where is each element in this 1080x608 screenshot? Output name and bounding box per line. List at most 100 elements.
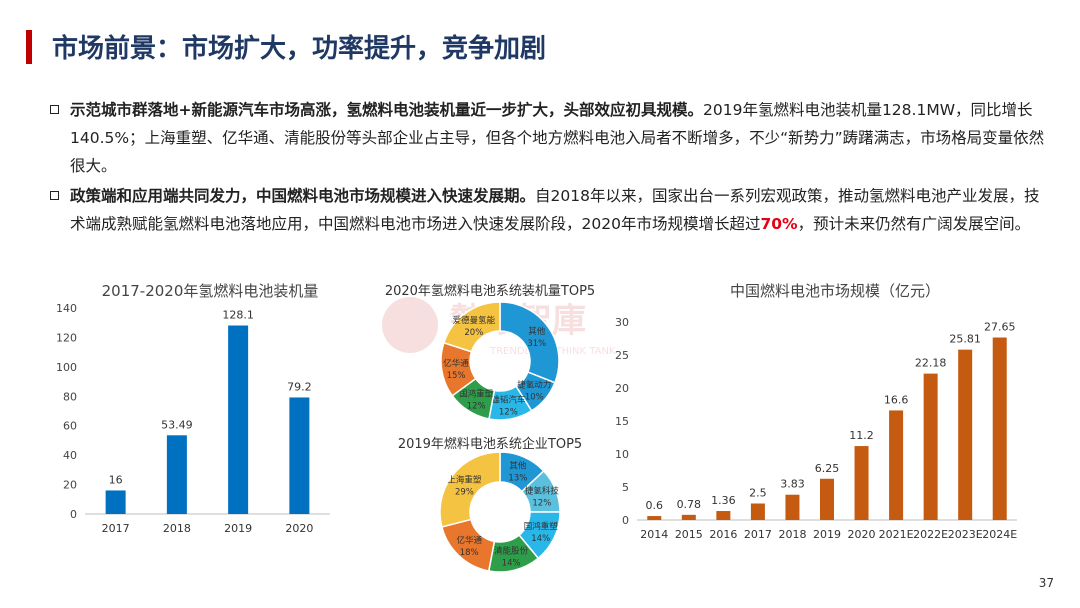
x-tick-label: 2019: [224, 522, 252, 535]
bar: [647, 516, 662, 520]
donut-slice: [439, 451, 501, 528]
slice-percent: 18%: [460, 548, 479, 558]
donut-slice: [499, 301, 560, 384]
bar: [105, 490, 126, 514]
x-tick-label: 2022E: [913, 528, 948, 541]
bar-value-label: 2.5: [749, 487, 767, 500]
bar-value-label: 16: [109, 473, 123, 486]
bar: [785, 494, 800, 520]
bullet-item-1: 示范城市群落地+新能源汽车市场高涨，氢燃料电池装机量近一步扩大，头部效应初具规模…: [50, 96, 1050, 180]
bar: [854, 446, 869, 520]
bar: [923, 373, 938, 520]
bullet-list: 示范城市群落地+新能源汽车市场高涨，氢燃料电池装机量近一步扩大，头部效应初具规模…: [50, 96, 1050, 240]
slice-label: 国鸿重塑: [524, 521, 559, 532]
slice-percent: 29%: [455, 487, 474, 497]
chart-title: 2019年燃料电池系统企业TOP5: [398, 436, 582, 452]
bar: [992, 337, 1007, 520]
slice-percent: 12%: [499, 408, 518, 418]
bar: [750, 503, 765, 520]
slice-label: 爱德曼氢能: [453, 315, 496, 326]
y-tick-label: 0: [70, 508, 77, 521]
x-tick-label: 2017: [102, 522, 130, 535]
slice-percent: 14%: [502, 559, 521, 569]
slice-percent: 31%: [527, 339, 546, 349]
slice-label: 上海重塑: [447, 474, 482, 485]
slice-label: 雄韬汽车: [491, 395, 525, 406]
bar: [820, 478, 834, 520]
slice-label: 清能股份: [494, 546, 529, 557]
bar-value-label: 0.6: [646, 499, 664, 512]
y-tick-label: 15: [615, 415, 629, 428]
donut-slice: [442, 301, 501, 353]
x-tick-label: 2015: [675, 528, 703, 541]
x-tick-label: 2017: [744, 528, 772, 541]
slice-percent: 20%: [464, 328, 483, 338]
y-tick-label: 20: [615, 382, 629, 395]
page-number: 37: [1038, 576, 1054, 590]
bar-value-label: 1.36: [711, 494, 736, 507]
bar: [681, 514, 696, 520]
slice-percent: 13%: [508, 474, 527, 484]
slice-percent: 15%: [447, 371, 466, 381]
bar: [228, 325, 249, 514]
slice-percent: 10%: [525, 392, 544, 402]
bar-value-label: 11.2: [849, 429, 874, 442]
bar-value-label: 6.25: [815, 462, 840, 475]
slice-label: 其他: [509, 461, 527, 472]
x-tick-label: 2014: [640, 528, 668, 541]
bar-value-label: 25.81: [949, 333, 981, 346]
donut-chart-2020-top5: 2020年氢燃料电池系统装机量TOP5 其他 31% 捷氢动力 10%雄韬汽车 12% 国鸿…: [385, 283, 595, 421]
bullet-2-heading: 政策端和应用端共同发力，中国燃料电池市场规模进入快速发展期。: [70, 187, 536, 205]
bullet-1-heading: 示范城市群落地+新能源汽车市场高涨，氢燃料电池装机量近一步扩大，头部效应初具规模…: [70, 101, 703, 119]
slide-title: 市场前景：市场扩大，功率提升，竞争加剧: [52, 34, 547, 64]
bar-chart-market-size: 中国燃料电池市场规模（亿元） 0 5 10 15 20 25 30 0.6 2014 0.78 201…: [615, 282, 1017, 541]
chart-title: 2020年氢燃料电池系统装机量TOP5: [385, 283, 595, 299]
x-tick-label: 2020: [285, 522, 313, 535]
bar-value-label: 22.18: [915, 357, 947, 370]
x-tick-label: 2019: [813, 528, 841, 541]
x-tick-label: 2020: [848, 528, 876, 541]
bar: [889, 410, 904, 520]
y-tick-label: 100: [56, 361, 77, 374]
bullet-2-highlight: 70%: [760, 215, 798, 233]
bar: [289, 397, 310, 514]
slice-percent: 14%: [531, 534, 550, 544]
bullet-1-text: 2019年氢燃料电池装机量128.1MW，同比增长140.5%；上海重塑、亿华通…: [70, 101, 1045, 175]
y-tick-label: 20: [63, 479, 77, 492]
bar-value-label: 16.6: [884, 393, 909, 406]
bar-value-label: 53.49: [161, 418, 193, 431]
bullet-2-text: 自2018年以来，国家出台一系列宏观政策，推动氢燃料电池产业发展，技术端成熟赋能…: [70, 187, 1040, 233]
y-tick-label: 60: [63, 420, 77, 433]
y-tick-label: 25: [615, 349, 629, 362]
bar: [716, 511, 731, 520]
slice-label: 其他: [528, 326, 546, 337]
bar-value-label: 3.83: [780, 478, 805, 491]
bar: [166, 435, 187, 514]
y-tick-label: 10: [615, 448, 629, 461]
bullet-item-2: 政策端和应用端共同发力，中国燃料电池市场规模进入快速发展期。自2018年以来，国…: [50, 182, 1050, 238]
x-tick-label: 2016: [709, 528, 737, 541]
y-tick-label: 40: [63, 449, 77, 462]
slice-label: 捷氢动力: [517, 379, 551, 390]
bar-value-label: 0.78: [677, 498, 702, 511]
bar-chart-installed-capacity: 2017-2020年氢燃料电池装机量 0 20 40 60 80 100 120 140 16 20…: [56, 282, 330, 535]
bullet-2-text-end: ，预计未来仍然有广阔发展空间。: [797, 215, 1031, 233]
chart-title: 中国燃料电池市场规模（亿元）: [730, 282, 940, 300]
title-accent-bar: [26, 30, 32, 64]
y-tick-label: 5: [622, 481, 629, 494]
x-tick-label: 2018: [778, 528, 806, 541]
bar-value-label: 128.1: [222, 309, 254, 322]
square-bullet-icon: [50, 105, 59, 114]
bar-value-label: 79.2: [287, 380, 312, 393]
y-tick-label: 30: [615, 316, 629, 329]
x-tick-label: 2021E: [879, 528, 914, 541]
x-tick-label: 2024E: [982, 528, 1017, 541]
bar-value-label: 27.65: [984, 321, 1016, 334]
slice-label: 捷氢科技: [525, 485, 560, 496]
slice-label: 国鸿重塑: [459, 389, 494, 400]
slice-label: 亿华通: [456, 535, 482, 546]
donut-chart-2019-top5: 2019年燃料电池系统企业TOP5其他13%捷氢科技12%国鸿重塑14%清能股份…: [398, 436, 582, 573]
x-tick-label: 2018: [163, 522, 191, 535]
x-tick-label: 2023E: [948, 528, 983, 541]
y-tick-label: 80: [63, 390, 77, 403]
